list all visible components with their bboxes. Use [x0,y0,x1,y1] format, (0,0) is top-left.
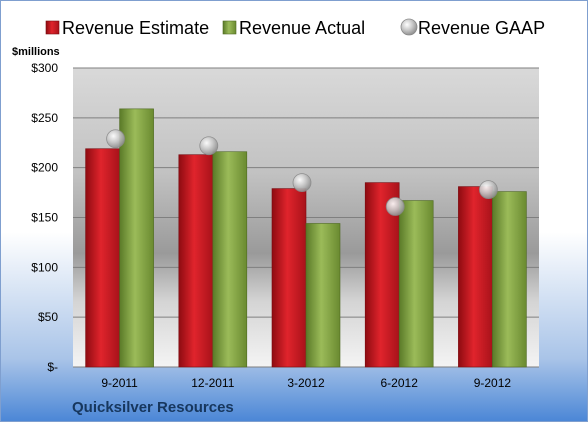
bar-revenue-actual [398,200,434,368]
y-tick-label: $50 [38,310,58,324]
y-tick-label: $200 [31,161,58,175]
legend-label: Revenue GAAP [418,18,545,38]
bar-revenue-actual [492,191,527,368]
legend-label: Revenue Estimate [62,18,209,38]
x-tick-label: 3-2012 [287,376,325,390]
bar-revenue-estimate [178,154,214,368]
bar-revenue-estimate [271,188,307,368]
y-tick-label: $300 [31,61,58,75]
y-axis-ticks: $- $50 $100 $150 $200 $250 $300 [31,61,58,374]
x-tick-label: 12-2011 [191,376,234,390]
y-tick-label: $100 [31,260,58,274]
legend-swatch-gaap [400,18,418,36]
marker-revenue-gaap [106,129,125,149]
x-axis-ticks: 9-2011 12-2011 3-2012 6-2012 9-2012 [101,376,511,390]
bar-revenue-actual [212,151,248,368]
legend-swatch-estimate [45,20,60,35]
bar-revenue-actual [305,223,341,368]
bars [85,108,527,368]
x-tick-label: 9-2011 [101,376,138,390]
x-tick-label: 9-2012 [474,376,512,390]
y-axis-unit-label: $millions [12,46,60,58]
y-tick-label: $150 [31,211,58,225]
legend-label: Revenue Actual [239,18,365,38]
y-tick-label: $- [47,360,58,374]
bar-revenue-estimate [458,186,493,368]
marker-revenue-gaap [478,180,498,199]
y-tick-label: $250 [31,111,58,125]
marker-revenue-gaap [385,197,405,216]
bar-revenue-estimate [85,148,120,368]
bar-revenue-actual [119,108,154,368]
gaap-markers [106,129,498,216]
marker-revenue-gaap [199,136,219,156]
legend-swatch-actual [222,20,237,35]
x-tick-label: 6-2012 [381,376,419,390]
marker-revenue-gaap [292,173,312,193]
legend: Revenue Estimate Revenue Actual Revenue GA… [45,18,545,38]
company-name: Quicksilver Resources [72,399,234,416]
